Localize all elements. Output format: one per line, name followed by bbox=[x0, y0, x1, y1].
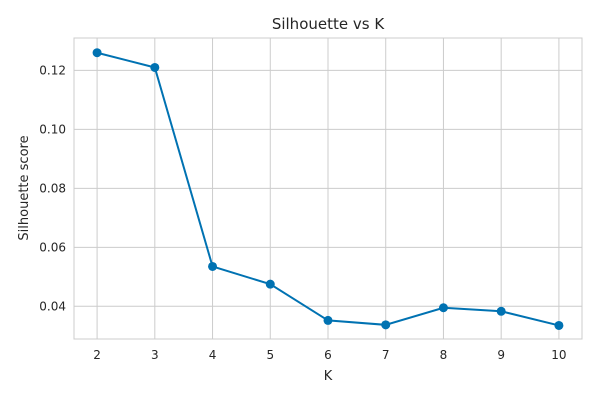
gridlines bbox=[74, 38, 582, 339]
y-tick-label: 0.10 bbox=[39, 122, 66, 136]
y-tick-label: 0.06 bbox=[39, 240, 66, 254]
y-tick-labels: 0.04 0.06 0.08 0.10 0.12 bbox=[39, 63, 66, 313]
x-tick-label: 6 bbox=[324, 348, 332, 362]
x-tick-label: 4 bbox=[209, 348, 217, 362]
x-tick-label: 3 bbox=[151, 348, 159, 362]
data-point bbox=[554, 320, 564, 330]
data-point bbox=[265, 279, 275, 289]
data-point bbox=[381, 320, 391, 330]
data-point bbox=[496, 306, 506, 316]
x-tick-label: 5 bbox=[266, 348, 274, 362]
x-tick-label: 10 bbox=[551, 348, 566, 362]
data-point bbox=[150, 62, 160, 72]
x-tick-label: 8 bbox=[440, 348, 448, 362]
y-axis-label: Silhouette score bbox=[17, 135, 32, 240]
data-point bbox=[438, 303, 448, 313]
data-point bbox=[208, 261, 218, 271]
chart-title: Silhouette vs K bbox=[272, 15, 385, 33]
x-tick-labels: 2 3 4 5 6 7 8 9 10 bbox=[93, 348, 566, 362]
series-layer bbox=[92, 48, 564, 330]
x-axis-label: K bbox=[324, 369, 333, 384]
y-tick-label: 0.12 bbox=[39, 63, 66, 77]
x-tick-label: 9 bbox=[497, 348, 505, 362]
data-point bbox=[323, 315, 333, 325]
x-tick-label: 7 bbox=[382, 348, 390, 362]
data-point bbox=[92, 48, 102, 58]
y-tick-label: 0.04 bbox=[39, 299, 66, 313]
y-tick-label: 0.08 bbox=[39, 181, 66, 195]
x-tick-label: 2 bbox=[93, 348, 101, 362]
